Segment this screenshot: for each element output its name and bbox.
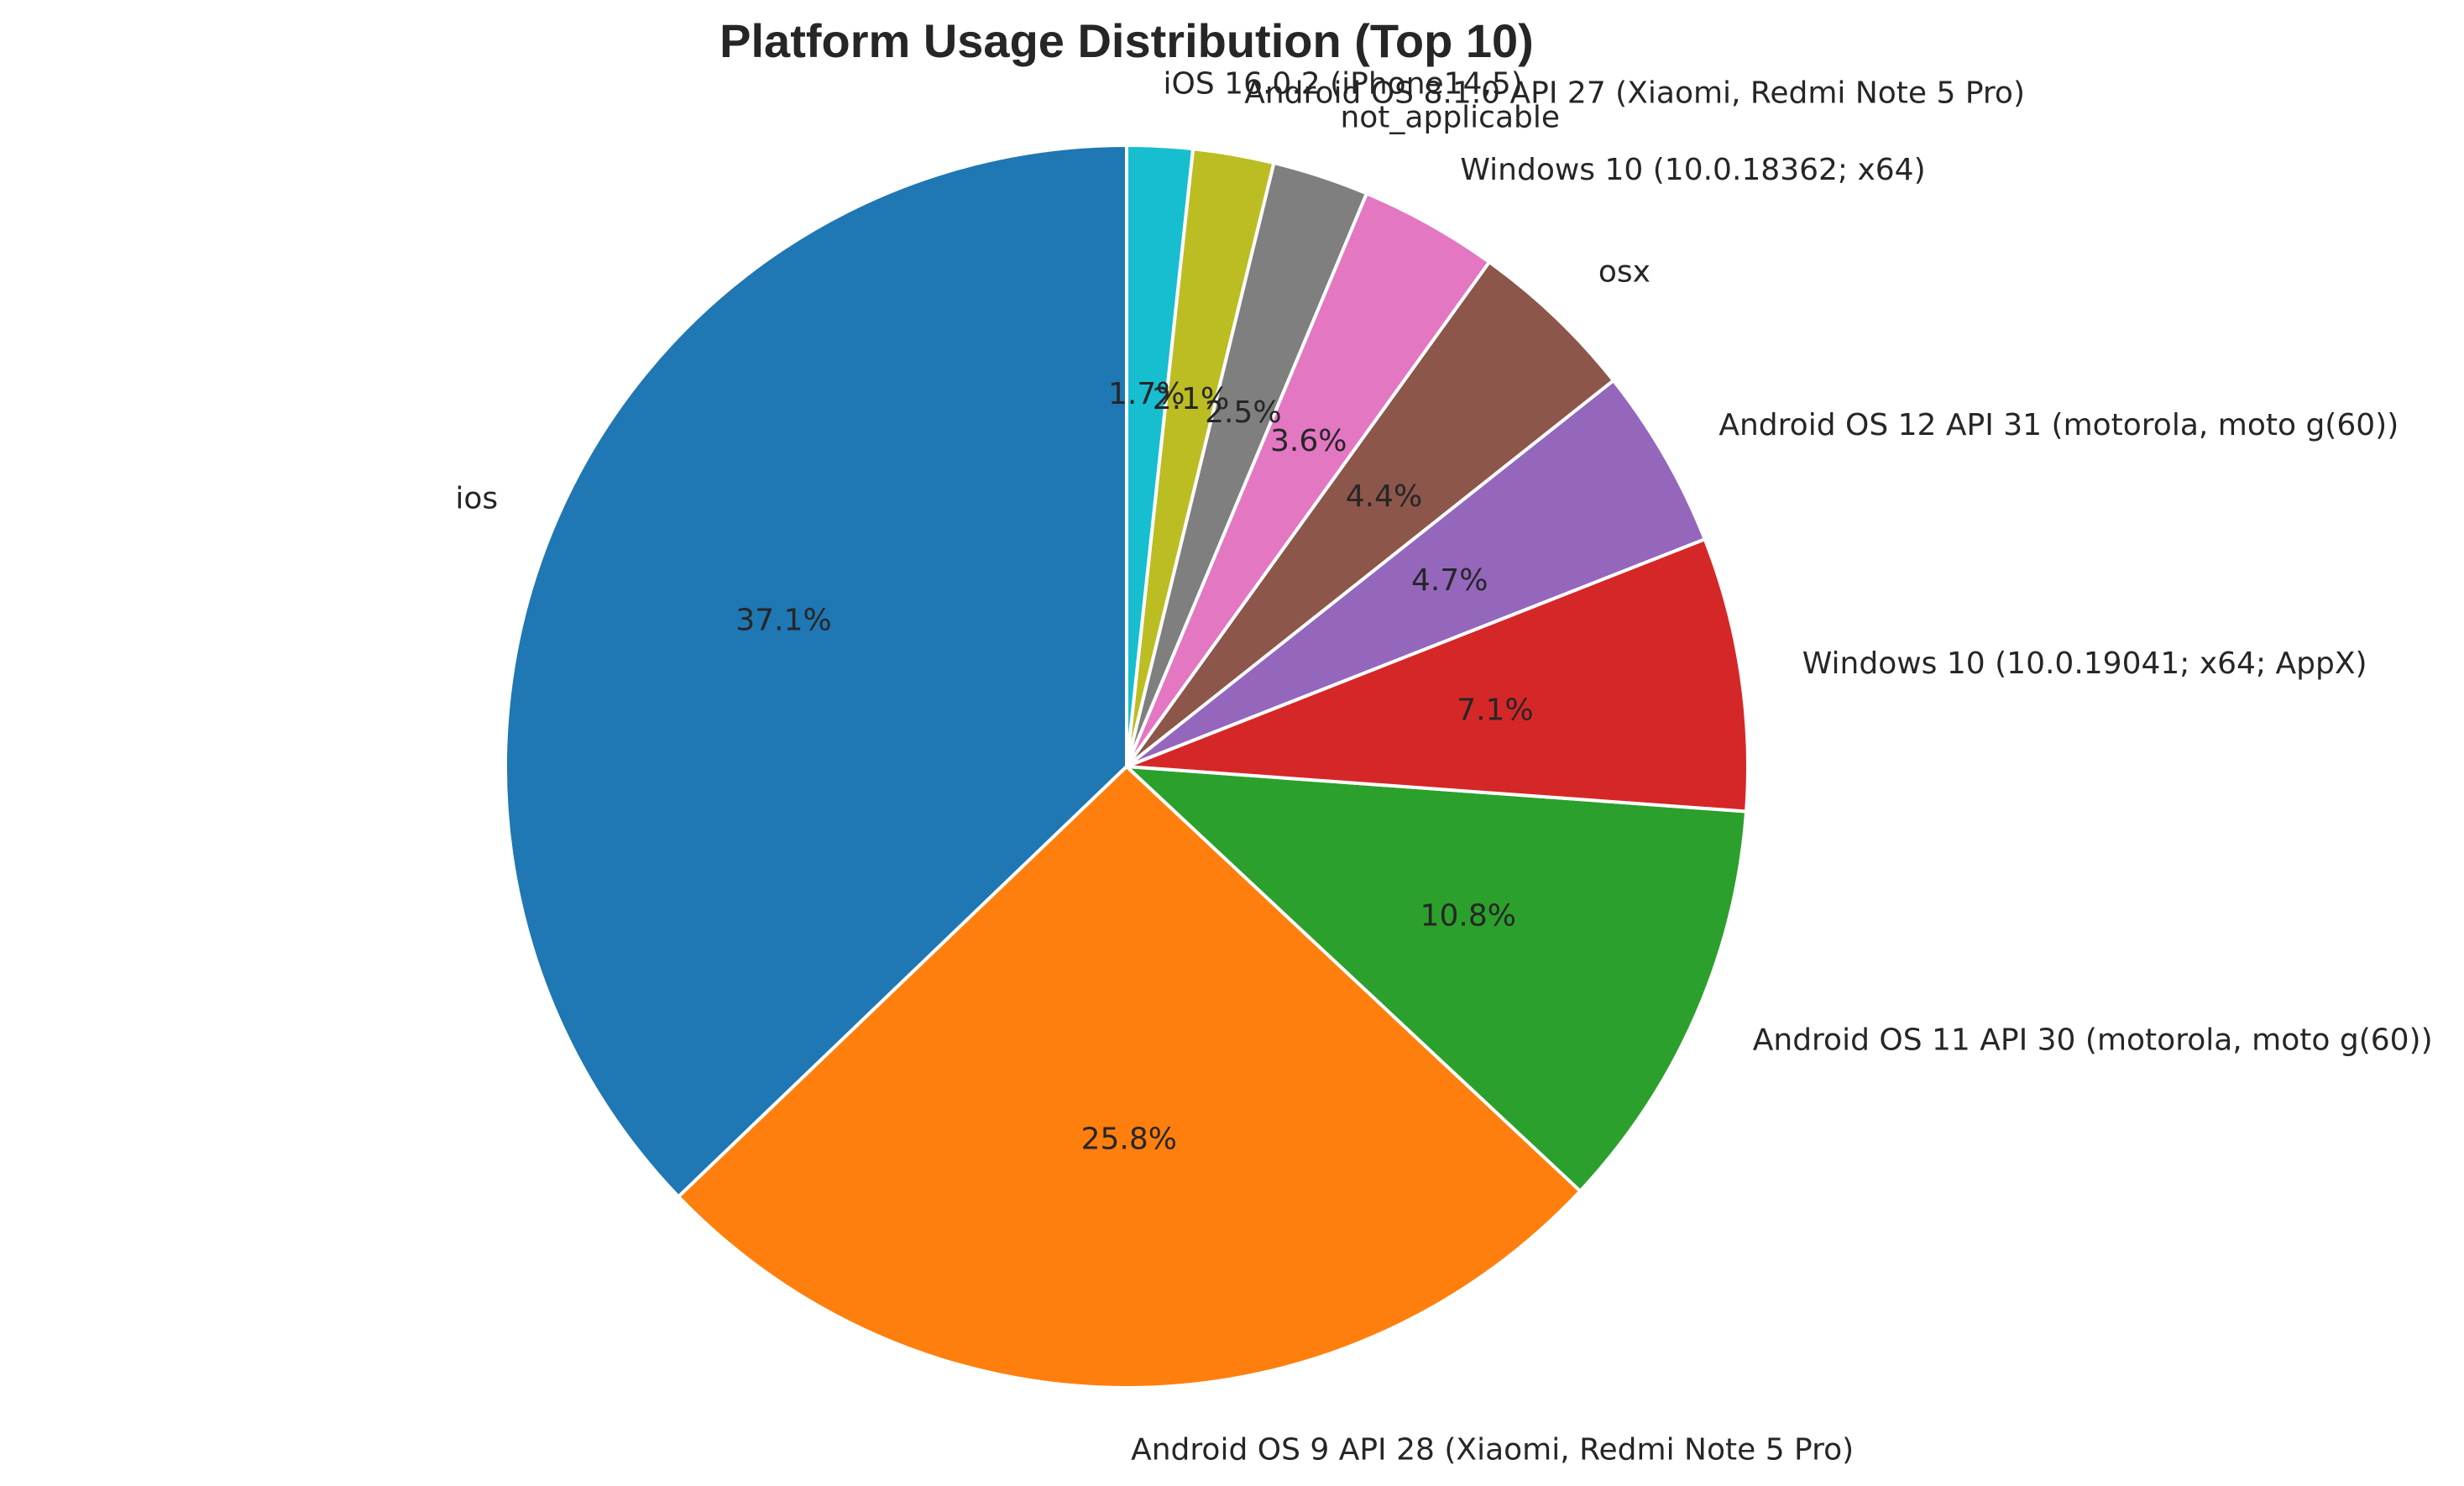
pie-slice-0 (504, 144, 1128, 1199)
slice-label-3: Windows 10 (10.0.19041; x64; AppX) (1802, 646, 2367, 681)
slice-label-2: Android OS 11 API 30 (motorola, moto g(6… (1753, 1023, 2433, 1058)
pie-slice-3 (1125, 537, 1750, 814)
pie-slices (504, 143, 1750, 1389)
pie-slice-9 (1125, 143, 1195, 768)
pct-label-5: 4.4% (1346, 479, 1422, 514)
slice-label-4: Android OS 12 API 31 (motorola, moto g(6… (1719, 408, 2399, 442)
pie-slice-2 (1125, 765, 1749, 1193)
slice-label-0: ios (455, 481, 498, 515)
pct-label-2: 10.8% (1420, 898, 1516, 933)
slice-label-1: Android OS 9 API 28 (Xiaomi, Redmi Note … (1131, 1432, 1854, 1467)
pie-slice-4 (1125, 379, 1707, 768)
slice-label-8: Android OS 8.1.0 API 27 (Xiaomi, Redmi N… (1244, 76, 2025, 111)
pct-label-1: 25.8% (1081, 1122, 1177, 1156)
slice-labels: ios Android OS 9 API 28 (Xiaomi, Redmi No… (455, 67, 2432, 1468)
slice-label-9: iOS 16.0.2 (iPhone14,5) (1164, 67, 1523, 102)
pct-label-8: 2.1% (1153, 382, 1229, 416)
pct-label-9: 1.7% (1108, 377, 1185, 411)
pct-label-6: 3.6% (1270, 424, 1347, 458)
pct-label-0: 37.1% (735, 603, 831, 637)
percentage-labels: 37.1% 25.8% 10.8% 7.1% 4.7% 4.4% 3.6%2.5%2.1%1… (735, 377, 1533, 1156)
pct-label-4: 4.7% (1411, 563, 1488, 598)
pie-slice-5 (1125, 260, 1615, 768)
pct-label-7: 2.5% (1205, 395, 1281, 430)
chart-title: Platform Usage Distribution (Top 10) (719, 14, 1534, 67)
slice-label-7: not_applicable (1340, 100, 1560, 134)
pct-label-3: 7.1% (1457, 693, 1533, 728)
slice-label-5: osx (1598, 254, 1651, 289)
slice-label-6: Windows 10 (10.0.18362; x64) (1460, 153, 1925, 187)
pie-slice-1 (677, 765, 1583, 1389)
